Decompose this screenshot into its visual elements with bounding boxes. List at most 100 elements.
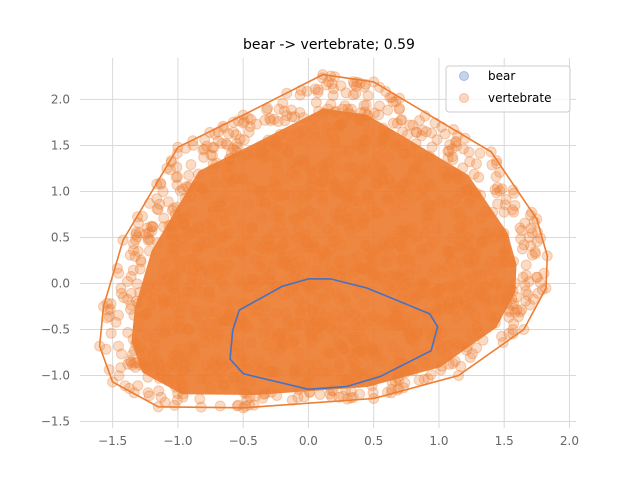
legend-label-vertebrate: vertebrate — [488, 91, 552, 105]
scatter-point-vertebrate — [294, 89, 306, 101]
scatter-point-vertebrate — [369, 107, 380, 119]
scatter-point-vertebrate — [115, 282, 127, 294]
scatter-point-vertebrate — [471, 342, 483, 354]
scatter-point-vertebrate — [292, 391, 304, 403]
scatter-point-vertebrate — [301, 85, 313, 97]
scatter-point-vertebrate — [141, 222, 153, 234]
chart-title: bear -> vertebrate; 0.59 — [243, 37, 415, 53]
scatter-point-vertebrate — [238, 116, 250, 128]
scatter-point-vertebrate — [198, 151, 210, 163]
scatter-point-vertebrate — [207, 142, 218, 153]
scatter-point-vertebrate — [468, 168, 480, 180]
scatter-point-vertebrate — [169, 399, 181, 411]
y-axis-ticks: −1.5 −1.0 −0.5 0.0 0.5 1.0 1.5 2.0 — [41, 92, 70, 428]
scatter-point-vertebrate — [509, 200, 521, 211]
scatter-point-vertebrate — [127, 359, 138, 371]
scatter-point-vertebrate — [335, 80, 347, 92]
scatter-point-vertebrate — [519, 217, 531, 229]
y-tick-label: 0.0 — [51, 276, 70, 290]
scatter-point-vertebrate — [411, 127, 423, 138]
scatter-point-vertebrate — [113, 370, 125, 382]
scatter-point-vertebrate — [507, 204, 518, 216]
scatter-point-vertebrate — [463, 146, 475, 158]
scatter-point-vertebrate — [129, 361, 141, 373]
scatter-point-vertebrate — [132, 380, 144, 392]
scatter-point-vertebrate — [153, 385, 165, 397]
scatter-point-vertebrate — [154, 198, 166, 210]
scatter-point-vertebrate — [234, 133, 246, 145]
scatter-point-vertebrate — [103, 311, 115, 322]
scatter-point-vertebrate — [130, 228, 142, 240]
scatter-point-vertebrate — [162, 196, 174, 208]
x-tick-label: −1.0 — [163, 434, 192, 448]
scatter-point-vertebrate — [450, 135, 462, 147]
scatter-point-vertebrate — [350, 80, 362, 92]
y-tick-label: 1.5 — [51, 138, 70, 152]
scatter-point-vertebrate — [314, 389, 326, 400]
scatter-point-vertebrate — [122, 358, 134, 370]
scatter-point-vertebrate — [142, 234, 154, 246]
scatter-point-vertebrate — [104, 303, 116, 315]
scatter-point-vertebrate — [143, 227, 155, 239]
scatter-point-vertebrate — [281, 110, 293, 122]
scatter-point-vertebrate — [279, 115, 291, 127]
scatter-point-vertebrate — [259, 114, 271, 126]
scatter-point-vertebrate — [151, 203, 163, 215]
scatter-point-vertebrate — [140, 228, 152, 240]
scatter-point-vertebrate — [238, 134, 250, 146]
scatter-point-vertebrate — [326, 78, 338, 90]
scatter-point-vertebrate — [110, 316, 122, 328]
scatter-point-vertebrate — [473, 171, 485, 183]
scatter-point-vertebrate — [223, 128, 235, 140]
scatter-point-vertebrate — [490, 171, 502, 183]
scatter-point-vertebrate — [503, 327, 515, 339]
scatter-point-vertebrate — [520, 259, 532, 271]
scatter-point-vertebrate — [444, 139, 456, 151]
scatter-point-vertebrate — [183, 169, 195, 181]
scatter-point-vertebrate — [125, 287, 137, 299]
scatter-point-vertebrate — [358, 100, 370, 112]
scatter-point-vertebrate — [407, 119, 419, 131]
scatter-point-vertebrate — [244, 121, 256, 133]
scatter-point-vertebrate — [207, 150, 218, 162]
scatter-point-vertebrate — [105, 298, 117, 310]
scatter-point-vertebrate — [312, 84, 324, 96]
scatter-point-vertebrate — [471, 158, 482, 170]
scatter-point-vertebrate — [391, 117, 403, 129]
scatter-point-vertebrate — [264, 112, 276, 124]
scatter-point-vertebrate — [525, 240, 537, 252]
scatter-point-vertebrate — [503, 311, 515, 323]
scatter-point-vertebrate — [155, 391, 167, 403]
scatter-point-vertebrate — [125, 271, 137, 282]
scatter-point-vertebrate — [520, 285, 532, 297]
scatter-point-vertebrate — [152, 204, 164, 216]
scatter-point-vertebrate — [172, 171, 183, 183]
scatter-point-vertebrate — [312, 86, 324, 98]
scatter-point-vertebrate — [198, 143, 210, 155]
scatter-point-vertebrate — [531, 271, 543, 283]
scatter-point-vertebrate — [177, 183, 189, 195]
scatter-point-vertebrate — [185, 159, 197, 171]
scatter-point-vertebrate — [220, 138, 232, 150]
scatter-point-vertebrate — [268, 113, 280, 125]
scatter-point-vertebrate — [327, 90, 339, 101]
scatter-point-vertebrate — [446, 143, 458, 155]
x-tick-label: 0.5 — [364, 434, 383, 448]
scatter-point-vertebrate — [272, 116, 284, 127]
scatter-point-vertebrate — [134, 263, 146, 275]
scatter-point-vertebrate — [145, 220, 157, 232]
hull-outlines — [98, 73, 549, 409]
scatter-point-vertebrate — [459, 132, 471, 144]
scatter-point-vertebrate — [416, 130, 427, 142]
x-tick-label: −1.5 — [98, 434, 127, 448]
scatter-point-vertebrate — [278, 105, 290, 117]
scatter-point-vertebrate — [131, 231, 143, 243]
scatter-point-vertebrate — [516, 243, 528, 255]
scatter-point-vertebrate — [382, 104, 394, 116]
scatter-point-vertebrate — [450, 137, 462, 149]
scatter-point-vertebrate — [508, 318, 520, 330]
scatter-point-vertebrate — [113, 340, 124, 352]
scatter-point-vertebrate — [285, 104, 297, 116]
scatter-point-vertebrate — [511, 304, 523, 316]
